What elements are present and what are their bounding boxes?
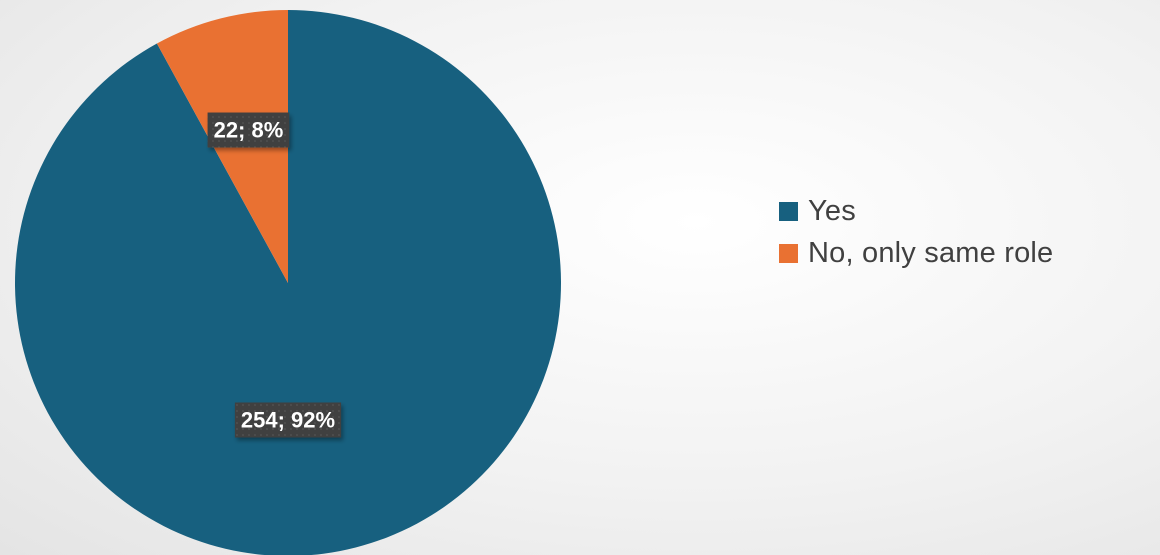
data-label-text: 254; 92% — [241, 408, 335, 433]
legend-label-no: No, only same role — [808, 236, 1054, 269]
data-label-text: 22; 8% — [214, 118, 284, 143]
legend-swatch-no — [779, 243, 798, 263]
data-label-yes: 254; 92% — [234, 402, 342, 438]
pie-slice-yes — [15, 10, 561, 555]
slices-layer — [15, 10, 561, 555]
data-label-box — [207, 112, 290, 148]
legend-swatch-yes — [779, 201, 798, 221]
legend-item-yes: Yes — [779, 190, 1053, 232]
legend-label-yes: Yes — [808, 194, 856, 227]
data-labels-layer: 254; 92% 22; 8% — [207, 112, 342, 438]
data-label-box — [234, 402, 342, 438]
legend: Yes No, only same role — [779, 190, 1053, 274]
data-label-no: 22; 8% — [207, 112, 290, 148]
legend-item-no: No, only same role — [779, 232, 1053, 274]
